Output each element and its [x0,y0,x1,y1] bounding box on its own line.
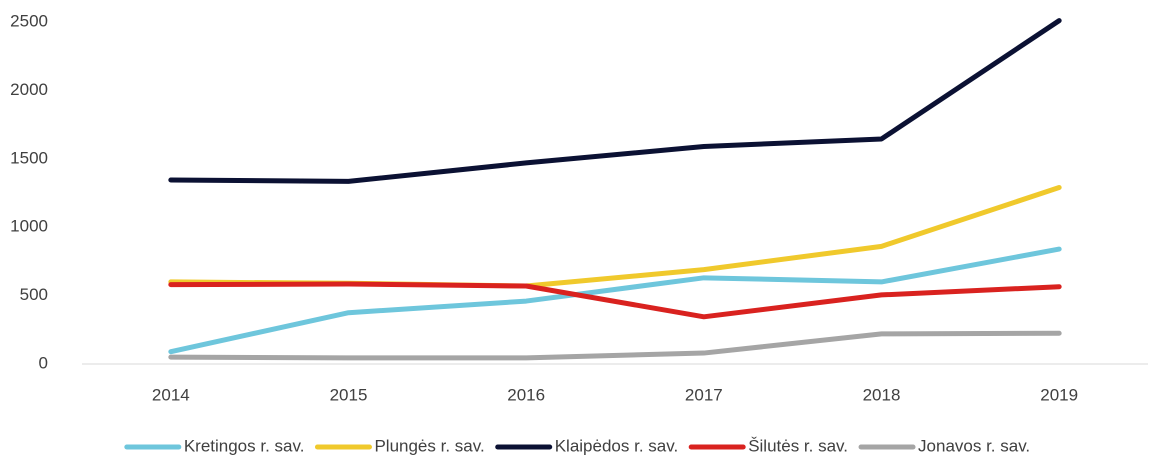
x-tick-label: 2017 [685,385,723,404]
series-line [168,18,1062,184]
legend-label: Plungės r. sav. [374,436,484,455]
legend-label: Kretingos r. sav. [184,436,305,455]
y-tick-label: 1000 [10,217,48,236]
y-tick-label: 0 [39,353,48,372]
series-line [168,246,1062,355]
y-tick-label: 500 [20,285,48,304]
series-line [168,281,1062,320]
legend-label: Šilutės r. sav. [748,436,848,455]
series-line [168,330,1062,361]
x-tick-label: 2018 [863,385,901,404]
legend-label: Jonavos r. sav. [918,436,1030,455]
x-tick-label: 2019 [1040,385,1078,404]
legend-label: Klaipėdos r. sav. [555,436,678,455]
y-tick-label: 2000 [10,80,48,99]
x-tick-label: 2016 [507,385,545,404]
y-tick-label: 1500 [10,148,48,167]
x-tick-label: 2014 [152,385,190,404]
x-tick-label: 2015 [330,385,368,404]
y-tick-label: 2500 [10,11,48,30]
